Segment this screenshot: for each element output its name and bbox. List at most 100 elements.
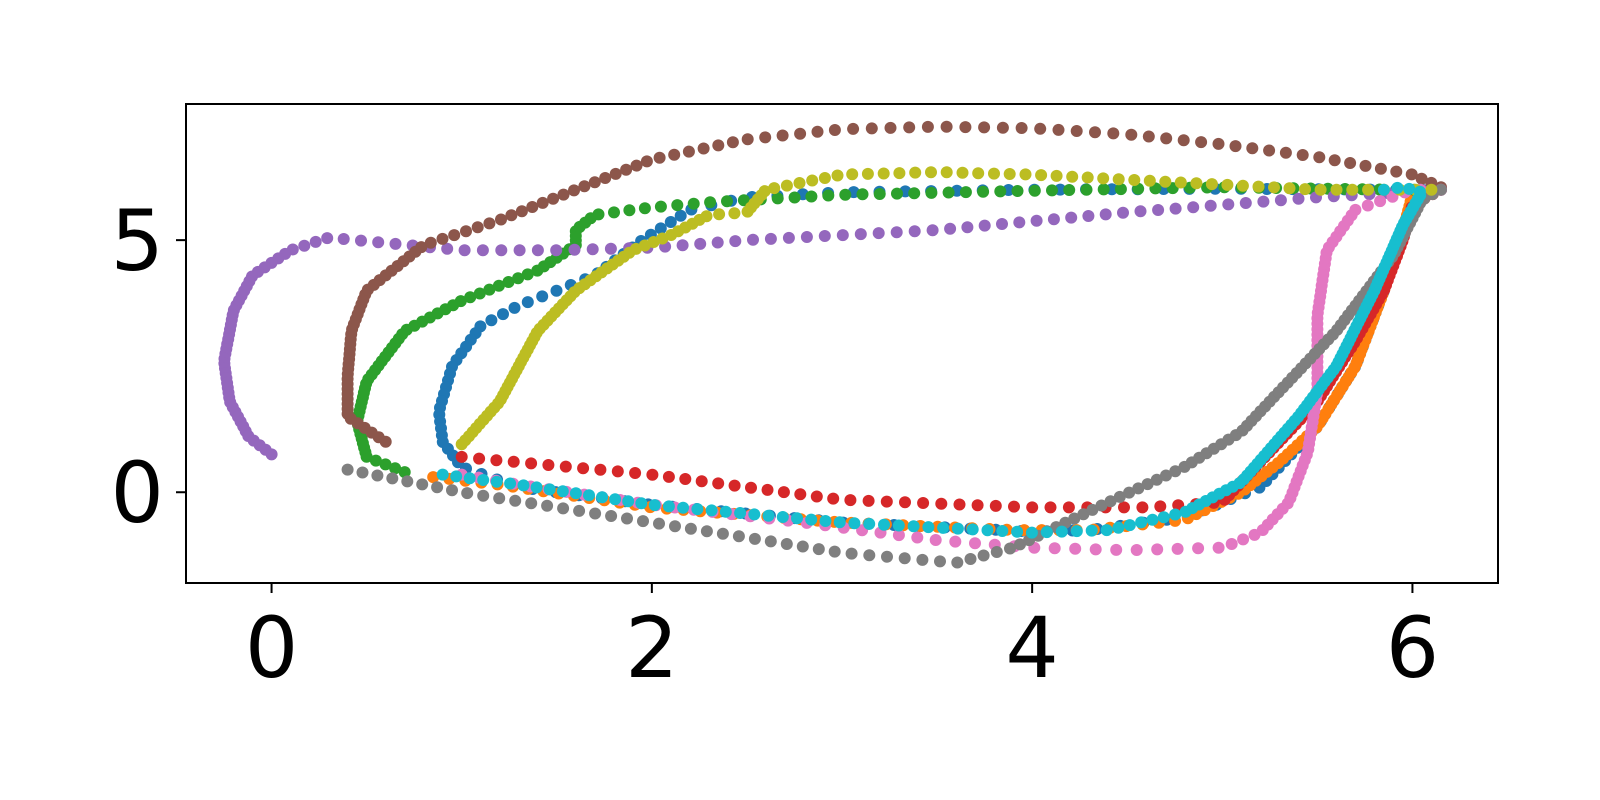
data-point: [1374, 162, 1387, 175]
data-point: [1081, 171, 1094, 184]
data-point: [694, 237, 707, 250]
data-point: [827, 492, 840, 505]
series-5: [218, 183, 1447, 461]
data-point: [687, 197, 700, 210]
data-point: [653, 151, 666, 164]
data-point: [530, 481, 543, 494]
data-point: [942, 186, 955, 199]
data-point: [704, 196, 717, 209]
data-point: [847, 122, 860, 135]
data-point: [578, 180, 591, 193]
data-point: [1157, 511, 1170, 524]
data-point: [490, 454, 503, 467]
y-tick-label: 0: [111, 444, 164, 542]
data-point: [812, 543, 825, 556]
data-point: [1077, 508, 1090, 521]
data-point: [848, 517, 861, 530]
x-tick-label: 4: [1005, 599, 1058, 697]
data-point: [1292, 192, 1305, 205]
data-point: [401, 475, 414, 488]
series-10: [436, 181, 1427, 539]
data-point: [550, 284, 563, 297]
data-point: [1046, 184, 1058, 197]
data-point: [1359, 159, 1372, 172]
data-point: [903, 121, 916, 134]
data-point: [899, 496, 911, 509]
data-point: [1377, 183, 1390, 196]
data-point: [1268, 181, 1280, 194]
data-point: [604, 242, 617, 255]
data-point: [1263, 144, 1276, 157]
data-point: [949, 535, 962, 548]
data-point: [372, 236, 385, 249]
series-6: [341, 120, 1447, 448]
data-point: [648, 499, 661, 512]
data-point: [793, 177, 806, 189]
data-point: [1146, 513, 1159, 526]
data-point: [771, 192, 784, 205]
data-point: [654, 222, 667, 235]
data-point: [994, 185, 1007, 198]
data-point: [805, 513, 818, 526]
data-point: [1089, 543, 1102, 556]
data-point: [929, 534, 942, 546]
data-point: [1174, 176, 1187, 189]
data-point: [599, 172, 612, 184]
data-point: [1151, 543, 1164, 556]
data-point: [341, 463, 354, 476]
data-point: [911, 531, 924, 544]
data-point: [671, 199, 684, 212]
data-point: [455, 450, 468, 463]
data-point: [476, 244, 489, 257]
data-point: [996, 218, 1008, 230]
data-point: [525, 457, 538, 470]
data-point: [556, 485, 569, 498]
y-tick-label: 5: [111, 192, 164, 290]
ticks-layer: 0 2 4 6 0 5: [111, 192, 1440, 697]
data-point: [461, 487, 474, 500]
data-point: [1069, 542, 1082, 555]
data-point: [1362, 183, 1375, 196]
data-point: [493, 492, 506, 505]
data-point: [1229, 140, 1242, 153]
data-point: [1034, 122, 1047, 135]
data-point: [1008, 500, 1020, 513]
data-point: [448, 229, 461, 242]
data-point: [745, 481, 757, 494]
data-point: [369, 454, 382, 467]
data-point: [907, 520, 920, 533]
data-point: [1086, 503, 1099, 516]
data-point: [908, 225, 921, 238]
data-point: [640, 155, 653, 168]
data-point: [477, 474, 490, 486]
data-point: [1415, 172, 1428, 185]
data-point: [424, 236, 437, 249]
data-point: [1044, 501, 1057, 514]
data-point: [881, 550, 893, 563]
x-tick-label: 2: [625, 599, 678, 697]
data-point: [988, 167, 1000, 180]
data-point: [1169, 465, 1182, 478]
data-point: [638, 202, 651, 215]
data-point: [764, 535, 777, 548]
data-point: [427, 471, 440, 484]
data-point: [922, 521, 935, 534]
data-point: [977, 549, 990, 562]
data-point: [1100, 524, 1113, 537]
data-point: [543, 483, 556, 496]
data-point: [805, 190, 818, 203]
data-point: [450, 470, 463, 483]
data-point: [916, 553, 929, 566]
data-point: [1187, 201, 1200, 214]
data-point: [925, 186, 938, 199]
data-point: [473, 452, 486, 465]
data-point: [436, 232, 449, 245]
data-point: [719, 505, 732, 518]
data-point: [646, 468, 659, 481]
data-point: [764, 232, 777, 245]
data-point: [917, 497, 930, 509]
data-point: [1391, 181, 1404, 194]
data-point: [940, 166, 953, 179]
data-point: [1055, 525, 1068, 538]
data-point: [1299, 183, 1311, 196]
